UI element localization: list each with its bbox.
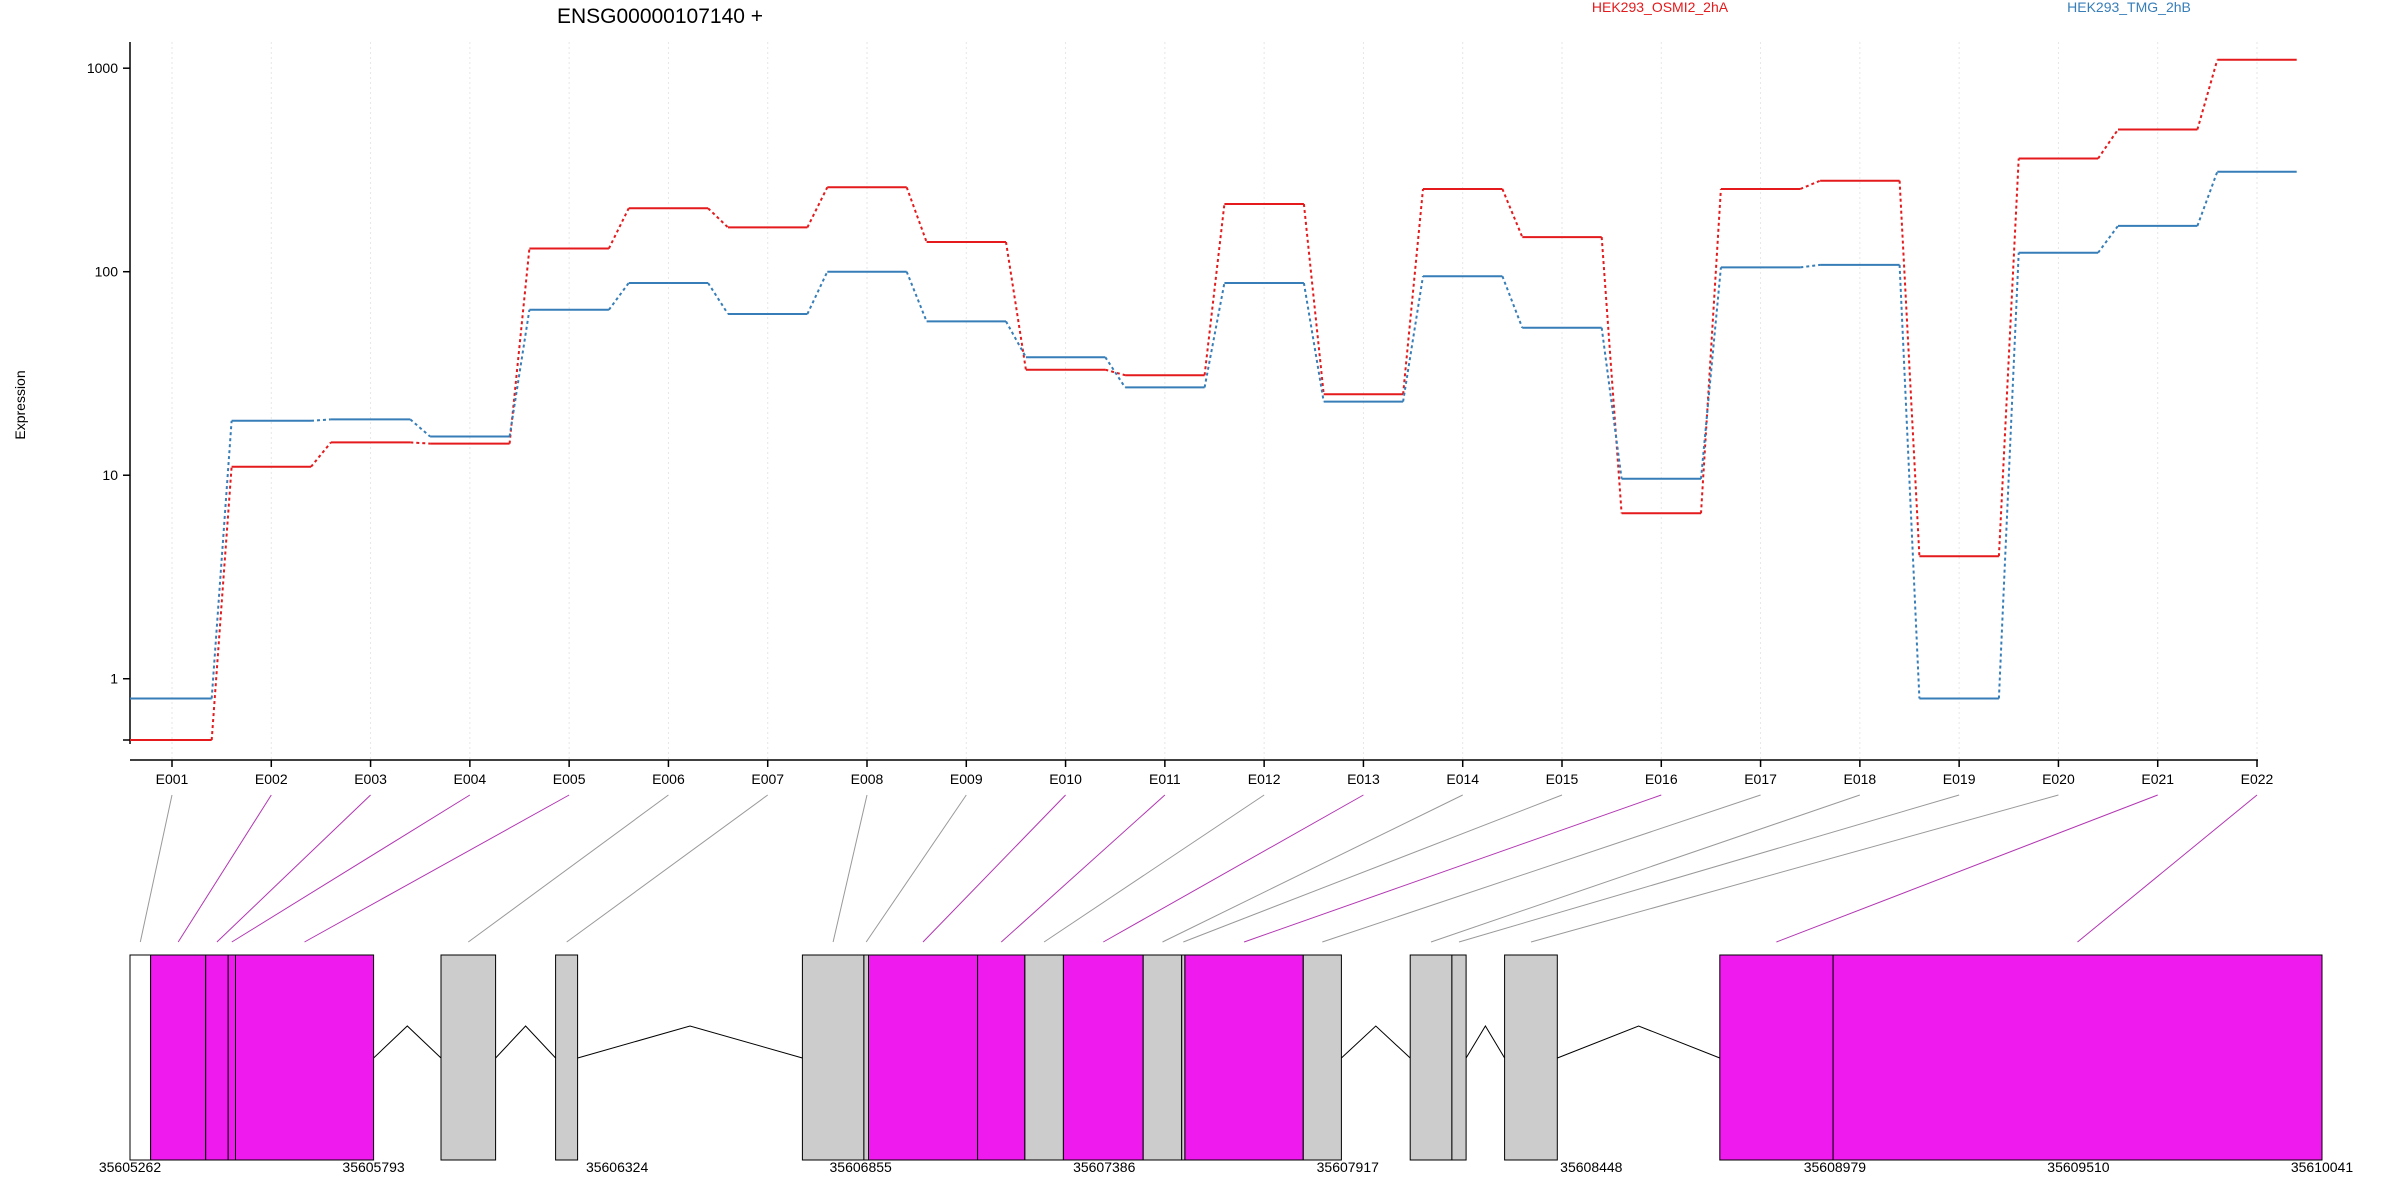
genomic-tick-label: 35606324 (586, 1159, 649, 1175)
x-tick-label-E002: E002 (255, 771, 288, 787)
x-tick-label-E016: E016 (1645, 771, 1678, 787)
exon-bin-E019 (1451, 954, 1467, 1161)
connector-E006 (468, 794, 669, 943)
exon-connectors (139, 794, 2258, 943)
y-tick-label: 1 (110, 671, 118, 687)
genomic-tick-label: 35607386 (1073, 1159, 1136, 1175)
genomic-tick-label: 35608448 (1560, 1159, 1623, 1175)
intron-2 (495, 1025, 556, 1059)
x-tick-label-E010: E010 (1049, 771, 1082, 787)
exon-bin-E018 (1409, 954, 1453, 1161)
connector-E021 (1776, 794, 2158, 943)
connector-E011 (1000, 794, 1166, 943)
chart-title: ENSG00000107140 + (557, 5, 763, 28)
x-tick-label-E005: E005 (553, 771, 586, 787)
connector-E019 (1458, 794, 1960, 943)
exon-bin-E005 (235, 954, 375, 1161)
series-1-steps (210, 171, 2219, 699)
series-0-plateaus (130, 58, 2297, 741)
x-tick-label-E018: E018 (1844, 771, 1877, 787)
connector-E009 (865, 794, 967, 943)
x-tick-label-E008: E008 (851, 771, 884, 787)
x-tick-label-E013: E013 (1347, 771, 1380, 787)
connector-E003 (216, 794, 371, 943)
intron-1 (373, 1025, 442, 1059)
exon-bin-E014 (1142, 954, 1183, 1161)
x-tick-label-E009: E009 (950, 771, 983, 787)
exon-bin-E002 (150, 954, 207, 1161)
genomic-tick-label: 35607917 (1317, 1159, 1380, 1175)
grid (171, 42, 2258, 760)
genomic-tick-label: 35605262 (99, 1159, 162, 1175)
series-lines (130, 58, 2297, 741)
connector-E016 (1243, 794, 1662, 943)
connector-E001 (139, 794, 173, 943)
x-tick-label-E022: E022 (2241, 771, 2274, 787)
connector-E018 (1430, 794, 1861, 943)
x-tick-label-E003: E003 (354, 771, 387, 787)
x-tick-label-E006: E006 (652, 771, 685, 787)
connector-E020 (1530, 794, 2059, 943)
exon-bin-E022 (1832, 954, 2323, 1161)
connector-E012 (1043, 794, 1265, 943)
x-tick-label-E020: E020 (2042, 771, 2075, 787)
axes: 1 10 100 1000 E001 E002 E003 E004 E005 E006 E007 E0… (87, 42, 2274, 787)
intron-6 (1557, 1025, 1720, 1059)
connector-E013 (1103, 794, 1364, 943)
legend-item-tmg: HEK293_TMG_2hB (2067, 0, 2191, 15)
exon-bin-E013 (1062, 954, 1144, 1161)
y-axis-label: Expression (12, 370, 28, 439)
genomic-tick-label: 35609510 (2047, 1159, 2110, 1175)
connector-E007 (566, 794, 769, 943)
exon-bin-E010 (868, 954, 979, 1161)
x-tick-label-E021: E021 (2141, 771, 2174, 787)
x-tick-label-E015: E015 (1546, 771, 1579, 787)
exon-bin-E011 (977, 954, 1026, 1161)
genomic-tick-label: 35610041 (2291, 1159, 2354, 1175)
genomic-tick-label: 35606855 (830, 1159, 893, 1175)
connector-E005 (304, 794, 570, 943)
exon-bin-E020 (1504, 954, 1558, 1161)
connector-E015 (1183, 794, 1563, 943)
connector-E008 (832, 794, 868, 943)
x-tick-label-E019: E019 (1943, 771, 1976, 787)
connector-E010 (922, 794, 1066, 943)
intron-5 (1465, 1025, 1506, 1059)
exon-bin-E003 (205, 954, 229, 1161)
x-tick-label-E007: E007 (751, 771, 784, 787)
exon-bin-E009 (863, 954, 870, 1161)
connector-E022 (2077, 794, 2258, 943)
genomic-tick-label: 35605793 (342, 1159, 405, 1175)
series-1-plateaus (130, 170, 2297, 700)
series-0-steps (210, 59, 2219, 741)
intron-4 (1341, 1025, 1411, 1059)
x-tick-label-E014: E014 (1446, 771, 1479, 787)
x-tick-label-E017: E017 (1744, 771, 1777, 787)
x-tick-label-E012: E012 (1248, 771, 1281, 787)
gene-model: 35605262 35605793 35606324 35606855 35607386… (99, 954, 2354, 1175)
x-tick-label-E001: E001 (156, 771, 189, 787)
exon-bin-E007 (555, 954, 579, 1161)
exon-bin-E006 (440, 954, 497, 1161)
connector-E004 (231, 794, 471, 943)
x-tick-label-E011: E011 (1149, 771, 1181, 787)
connector-E017 (1322, 794, 1761, 943)
exon-bin-E008 (801, 954, 865, 1161)
y-tick-label: 1000 (87, 60, 118, 76)
connector-E014 (1162, 794, 1463, 943)
connector-E002 (177, 794, 272, 943)
x-tick-label-E004: E004 (454, 771, 487, 787)
exon-bin-E021 (1719, 954, 1834, 1161)
exon-bin-E017 (1302, 954, 1342, 1161)
exon-bin-E016 (1184, 954, 1304, 1161)
intron-3 (577, 1025, 803, 1059)
genomic-tick-label: 35608979 (1804, 1159, 1867, 1175)
y-tick-label: 10 (102, 467, 118, 483)
exon-bin-E012 (1024, 954, 1064, 1161)
y-tick-label: 100 (95, 264, 119, 280)
legend-item-osmi2: HEK293_OSMI2_2hA (1592, 0, 1729, 15)
exon-bin-E001 (129, 954, 152, 1161)
exon-bin-E004 (227, 954, 236, 1161)
